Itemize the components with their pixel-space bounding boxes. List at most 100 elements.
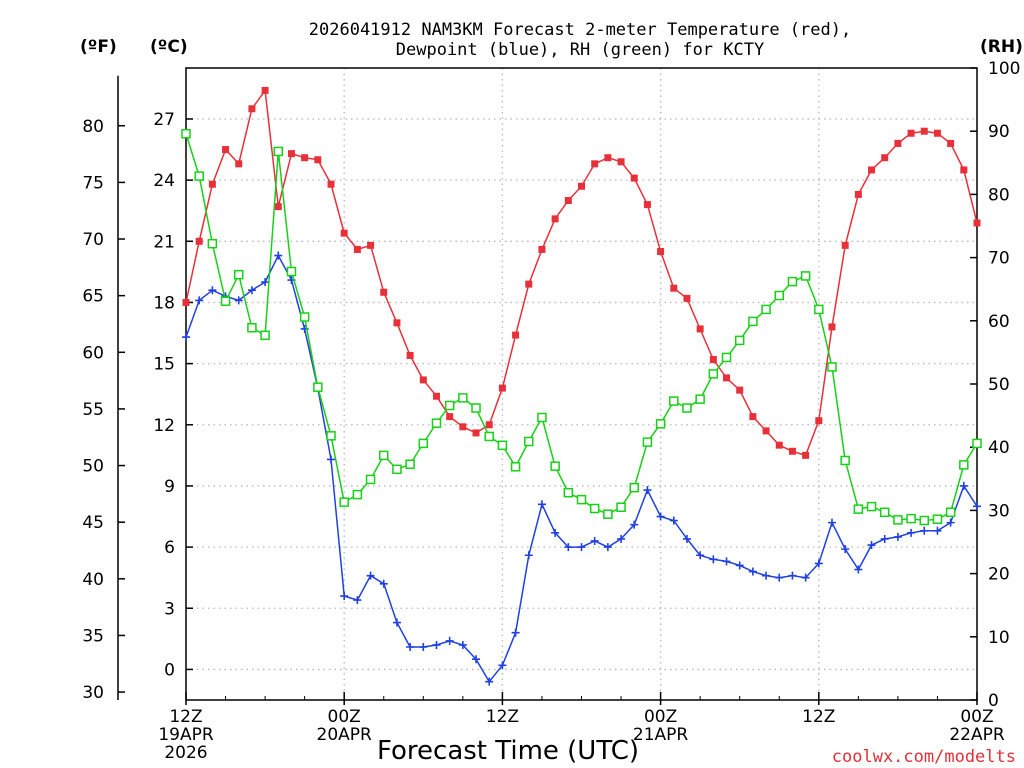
x-tick-label: 12Z bbox=[169, 707, 202, 727]
rh-tick-label: 100 bbox=[988, 59, 1020, 79]
rh-point bbox=[537, 412, 547, 423]
fahrenheit-tick-label: 30 bbox=[82, 683, 104, 703]
rh-point bbox=[444, 400, 455, 411]
temperature-point bbox=[657, 247, 665, 255]
temperature-point bbox=[485, 421, 493, 429]
dewpoint-point bbox=[946, 518, 955, 527]
x-tick-label: 20APR bbox=[317, 725, 373, 745]
x-axis-label: Forecast Time (UTC) bbox=[377, 736, 639, 766]
fahrenheit-tick-label: 60 bbox=[82, 343, 104, 363]
rh-point bbox=[695, 394, 705, 404]
temperature-point bbox=[525, 280, 533, 288]
rh-point bbox=[603, 509, 613, 519]
plot-frame bbox=[185, 67, 978, 701]
dewpoint-point bbox=[498, 661, 507, 670]
rh-point bbox=[629, 482, 639, 493]
dewpoint-point bbox=[208, 286, 217, 295]
rh-point bbox=[497, 440, 508, 451]
x-tick-label: 21APR bbox=[633, 725, 689, 745]
fahrenheit-tick-label: 75 bbox=[82, 173, 104, 193]
x-tick-label: 00Z bbox=[328, 707, 361, 727]
rh-point bbox=[721, 352, 732, 363]
rh-point bbox=[853, 504, 864, 514]
series-layer bbox=[181, 86, 982, 686]
rh-tick-label: 80 bbox=[988, 185, 1010, 205]
dewpoint-point bbox=[247, 286, 256, 295]
dewpoint-point bbox=[669, 516, 678, 525]
rh-point bbox=[879, 507, 890, 518]
dewpoint-point bbox=[261, 278, 270, 287]
temperature-point bbox=[248, 105, 256, 113]
fahrenheit-tick-label: 65 bbox=[82, 287, 104, 307]
dewpoint-point bbox=[907, 528, 916, 537]
rh-point bbox=[761, 304, 771, 315]
temperature-point bbox=[854, 190, 862, 198]
rh-point bbox=[286, 266, 297, 277]
dewpoint-point bbox=[537, 500, 546, 509]
celsius-tick-label: 21 bbox=[153, 232, 175, 252]
rh-point bbox=[273, 146, 284, 157]
rh-point bbox=[589, 503, 600, 514]
credit-text: coolwx.com/modelts bbox=[832, 747, 1016, 767]
temperature-point bbox=[182, 298, 190, 306]
dewpoint-point bbox=[577, 543, 586, 552]
dewpoint-point bbox=[472, 655, 481, 664]
temperature-point bbox=[222, 146, 230, 154]
x-tick-label: 2026 bbox=[164, 743, 207, 763]
dewpoint-point bbox=[696, 551, 705, 560]
temperature-point bbox=[261, 86, 269, 94]
fahrenheit-tick-label: 40 bbox=[82, 570, 104, 590]
temperature-point bbox=[367, 241, 375, 249]
temperature-point bbox=[933, 129, 941, 137]
dewpoint-point bbox=[880, 534, 889, 543]
temperature-point bbox=[907, 129, 915, 137]
rh-point bbox=[563, 487, 574, 498]
temperature-point bbox=[828, 323, 836, 331]
dewpoint-point bbox=[841, 545, 850, 554]
celsius-tick-label: 6 bbox=[164, 538, 175, 558]
rh-point bbox=[893, 515, 903, 525]
rh-point bbox=[392, 464, 402, 475]
rh-point bbox=[181, 128, 191, 139]
dewpoint-point bbox=[432, 640, 441, 649]
rh-point bbox=[339, 497, 349, 507]
fahrenheit-tick-label: 45 bbox=[82, 513, 104, 533]
temperature-point bbox=[564, 197, 572, 205]
dewpoint-point bbox=[814, 559, 823, 568]
rh-point bbox=[194, 171, 204, 181]
temperature-point bbox=[868, 166, 876, 174]
temperature-point bbox=[393, 319, 401, 327]
x-tick-label: 19APR bbox=[158, 725, 214, 745]
rh-unit-label: (RH) bbox=[980, 37, 1023, 57]
temperature-point bbox=[446, 413, 454, 421]
rh-point bbox=[576, 494, 587, 505]
dewpoint-point bbox=[392, 618, 401, 627]
temperature-point bbox=[788, 447, 796, 455]
celsius-tick-label: 12 bbox=[153, 416, 175, 436]
rh-point bbox=[682, 403, 692, 413]
rh-point bbox=[233, 269, 244, 280]
celsius-tick-label: 18 bbox=[153, 293, 175, 313]
dewpoint-point bbox=[735, 561, 744, 570]
rh-point bbox=[458, 393, 468, 403]
temperature-point bbox=[287, 150, 295, 158]
dewpoint-point bbox=[485, 677, 494, 686]
dewpoint-point bbox=[801, 573, 810, 582]
rh-point bbox=[220, 296, 231, 306]
rh-point bbox=[299, 312, 310, 322]
temperature-point bbox=[894, 139, 902, 147]
dewpoint-point bbox=[722, 557, 731, 566]
dewpoint-point bbox=[682, 534, 691, 543]
rh-point bbox=[431, 418, 442, 428]
dewpoint-point bbox=[182, 333, 190, 342]
temperature-point bbox=[775, 441, 783, 449]
rh-point bbox=[669, 396, 679, 406]
celsius-unit-label: (ºC) bbox=[150, 37, 188, 57]
rh-point bbox=[814, 304, 824, 315]
rh-point bbox=[866, 501, 877, 512]
chart-title-line1: 2026041912 NAM3KM Forecast 2-meter Tempe… bbox=[309, 20, 851, 40]
dewpoint-point bbox=[551, 528, 560, 537]
x-tick-label: 00Z bbox=[644, 707, 677, 727]
temperature-point bbox=[973, 219, 981, 227]
dewpoint-point bbox=[327, 455, 336, 464]
